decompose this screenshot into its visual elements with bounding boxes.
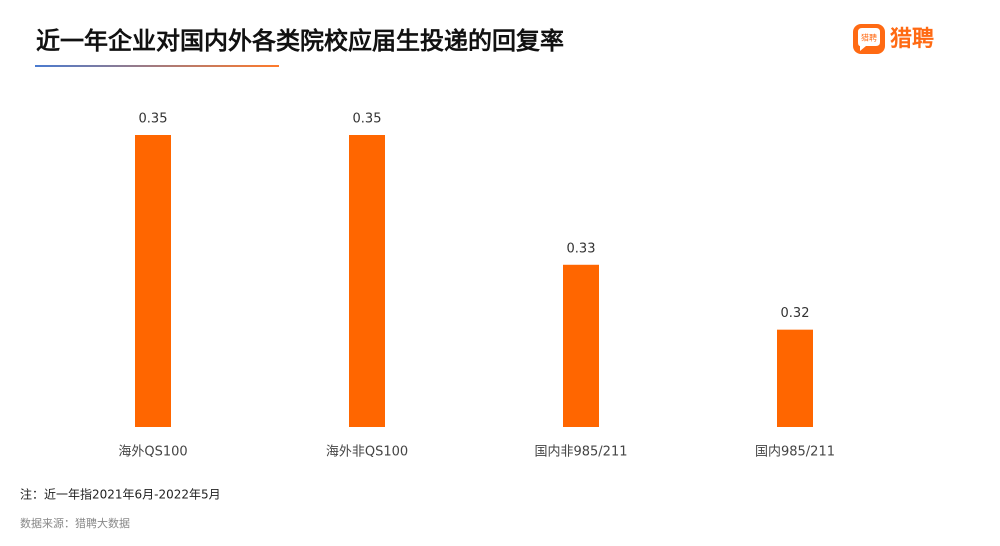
bar bbox=[135, 135, 171, 427]
chart-title: 近一年企业对国内外各类院校应届生投递的回复率 bbox=[36, 27, 564, 55]
logo: 猎聘 猎聘 bbox=[853, 24, 934, 54]
x-tick-label: 国内非985/211 bbox=[534, 444, 627, 460]
x-tick-label: 海外非QS100 bbox=[326, 445, 408, 460]
source: 数据来源：猎聘大数据 bbox=[20, 516, 130, 530]
bar bbox=[349, 135, 385, 427]
logo-text: 猎聘 bbox=[890, 27, 934, 52]
bar bbox=[777, 329, 813, 427]
note: 注：近一年指2021年6月-2022年5月 bbox=[20, 487, 221, 502]
value-label: 0.35 bbox=[139, 112, 168, 127]
title-underline bbox=[35, 65, 279, 67]
x-tick-label: 海外QS100 bbox=[118, 445, 187, 460]
bar bbox=[563, 264, 599, 427]
x-tick-label: 国内985/211 bbox=[755, 444, 835, 460]
value-label: 0.35 bbox=[353, 112, 382, 127]
value-label: 0.33 bbox=[567, 241, 596, 256]
logo-bubble bbox=[858, 28, 880, 51]
logo-icon-text: 猎聘 bbox=[861, 33, 877, 43]
value-label: 0.32 bbox=[781, 306, 810, 321]
